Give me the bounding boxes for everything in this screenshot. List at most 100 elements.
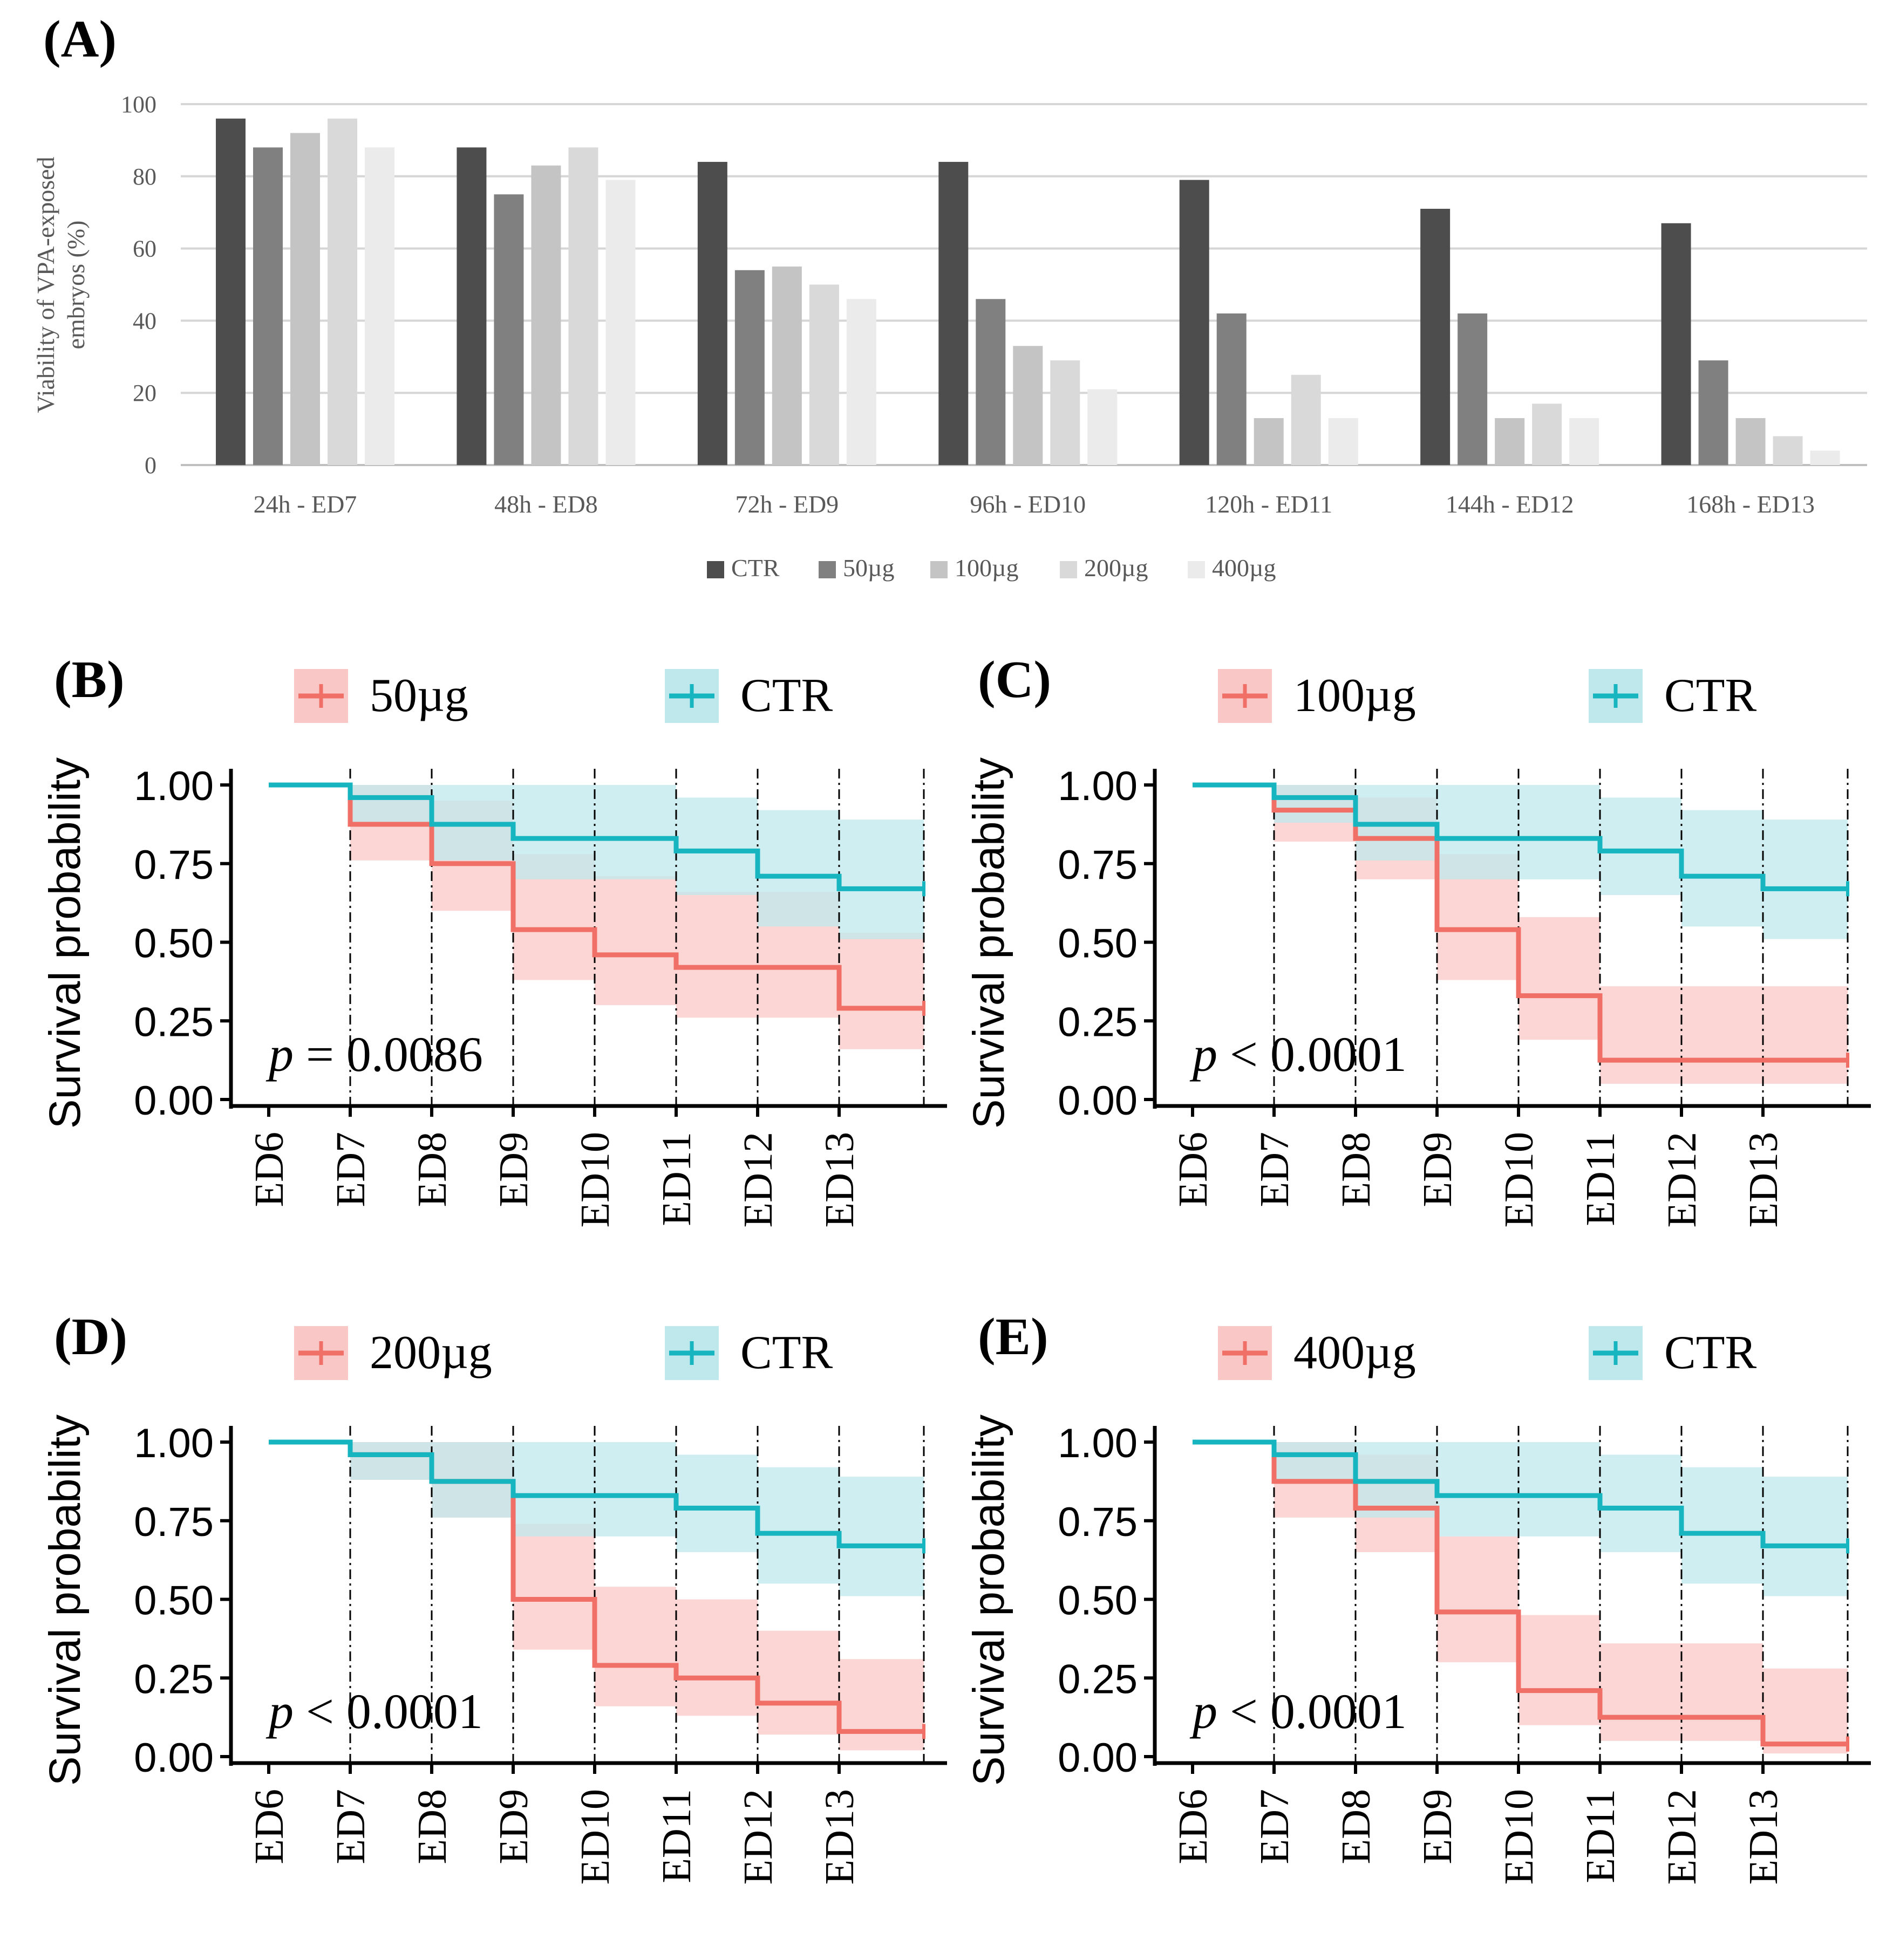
bar-CTR-96h-ED10 — [938, 162, 969, 465]
legend-label: 200µg — [370, 1327, 492, 1379]
x-tick-label: ED11 — [654, 1789, 699, 1883]
bar-50µg-72h-ED9 — [734, 270, 765, 465]
y-tick-label: 1.00 — [1058, 1421, 1138, 1466]
panel-label: (B) — [54, 651, 125, 709]
y-tick-label: 0.50 — [134, 921, 214, 967]
bar-400µg-120h-ED11 — [1328, 418, 1358, 465]
y-tick-label: 0.00 — [1058, 1735, 1138, 1781]
bar-400µg-24h-ED7 — [365, 147, 394, 465]
survival-curve-50µg — [269, 782, 924, 1011]
bar-50µg-144h-ED12 — [1458, 313, 1488, 465]
x-tick-label: ED9 — [1415, 1789, 1460, 1864]
y-tick-label: 0.75 — [134, 842, 214, 888]
bar-50µg-168h-ED13 — [1698, 360, 1728, 465]
y-tick-label: 100 — [121, 91, 156, 118]
bar-50µg-96h-ED10 — [976, 299, 1006, 465]
bar-200µg-96h-ED10 — [1050, 360, 1080, 465]
panel-a-bar-chart: (A) 0 20 40 60 80 100 Viability of VPA-exposed e… — [32, 10, 1867, 582]
bar-400µg-96h-ED10 — [1087, 389, 1118, 465]
legend-swatch-50µg — [819, 561, 836, 578]
confidence-band-200µg — [269, 1442, 924, 1751]
x-tick-label: ED7 — [1252, 1132, 1297, 1207]
x-tick-label: ED9 — [1415, 1132, 1460, 1207]
bar-100µg-96h-ED10 — [1013, 346, 1043, 465]
legend-swatch-200µg — [1060, 561, 1077, 578]
y-axis-label: Survival probability — [964, 1415, 1013, 1786]
legend-label: 400µg — [1293, 1327, 1416, 1379]
p-value-symbol: p — [1189, 1684, 1217, 1739]
x-tick-label: ED8 — [410, 1789, 455, 1864]
x-tick-label: ED10 — [1496, 1132, 1542, 1227]
bar-100µg-72h-ED9 — [772, 267, 802, 465]
y-tick-label: 0.00 — [134, 1078, 214, 1124]
x-tick-label: ED13 — [1741, 1132, 1786, 1227]
y-tick-label: 0.00 — [1058, 1078, 1138, 1124]
x-tick-label: ED7 — [328, 1789, 373, 1864]
x-tick-label: ED6 — [247, 1132, 292, 1207]
bar-400µg-72h-ED9 — [846, 299, 876, 465]
bar-50µg-24h-ED7 — [253, 147, 283, 465]
x-tick-label: 24h - ED7 — [254, 490, 357, 518]
y-tick-label: 0.50 — [134, 1578, 214, 1624]
legend-label: CTR — [1664, 670, 1756, 722]
x-tick-label: 144h - ED12 — [1446, 490, 1574, 518]
bar-400µg-48h-ED8 — [605, 180, 636, 465]
panel-c-survival-curve: (C) 100µg CTR 0.00 0.25 0.50 0.75 1.00 ED6 ED7 ED8… — [964, 651, 1871, 1227]
legend-label: 100µg — [1293, 670, 1416, 722]
x-tick-label: ED9 — [491, 1132, 536, 1207]
p-value-text: < 0.0001 — [1217, 1027, 1407, 1082]
p-value-label: p < 0.0001 — [1189, 1027, 1407, 1082]
bar-CTR-72h-ED9 — [697, 162, 727, 465]
y-axis-label: Survival probability — [964, 757, 1013, 1129]
survival-curve-CTR — [269, 782, 924, 891]
legend-swatch-CTR — [707, 561, 724, 578]
bar-CTR-24h-ED7 — [216, 118, 246, 465]
legend-label: 400µg — [1212, 554, 1276, 582]
survival-curve-400µg — [1193, 1439, 1848, 1747]
x-tick-label: 72h - ED9 — [736, 490, 839, 518]
x-tick-label: ED11 — [1578, 1789, 1623, 1883]
legend-swatch-400µg — [1188, 561, 1205, 578]
bar-CTR-168h-ED13 — [1661, 223, 1691, 465]
legend-label: 50µg — [370, 670, 468, 722]
x-tick-label: ED8 — [1333, 1789, 1379, 1864]
legend-label: 100µg — [955, 554, 1019, 582]
x-tick-label: ED11 — [654, 1132, 699, 1226]
confidence-band-400µg — [1193, 1442, 1848, 1754]
legend-label: CTR — [1664, 1327, 1756, 1379]
survival-curve-CTR — [1193, 782, 1848, 891]
bar-100µg-120h-ED11 — [1254, 418, 1284, 465]
bar-400µg-168h-ED13 — [1810, 450, 1840, 465]
y-tick-label: 0 — [145, 452, 156, 479]
y-tick-label: 20 — [133, 380, 156, 406]
x-tick-label: ED11 — [1578, 1132, 1623, 1226]
legend-swatch-100µg — [930, 561, 948, 578]
x-tick-label: ED12 — [736, 1132, 781, 1227]
legend-label: CTR — [740, 670, 833, 722]
y-tick-label: 0.00 — [134, 1735, 214, 1781]
x-tick-label: ED13 — [817, 1789, 862, 1884]
x-tick-label: ED12 — [1659, 1132, 1705, 1227]
y-tick-label: 0.25 — [1058, 1656, 1138, 1702]
panel-label: (E) — [978, 1308, 1048, 1366]
y-tick-label: 60 — [133, 236, 156, 262]
p-value-text: < 0.0001 — [1217, 1684, 1407, 1739]
p-value-symbol: p — [1189, 1027, 1217, 1082]
y-tick-label: 0.75 — [134, 1499, 214, 1545]
bar-100µg-144h-ED12 — [1495, 418, 1525, 465]
y-axis-label-line: embryos (%) — [62, 221, 90, 350]
p-value-label: p < 0.0001 — [1189, 1684, 1407, 1739]
x-tick-label: ED10 — [1496, 1789, 1542, 1884]
bar-CTR-120h-ED11 — [1179, 180, 1209, 465]
y-tick-label: 40 — [133, 308, 156, 334]
x-tick-label: ED13 — [817, 1132, 862, 1227]
y-tick-label: 0.75 — [1058, 1499, 1138, 1545]
legend-label: CTR — [731, 554, 780, 582]
x-tick-label: 120h - ED11 — [1205, 490, 1332, 518]
x-tick-label: ED8 — [1333, 1132, 1379, 1207]
x-tick-label: ED10 — [573, 1789, 618, 1884]
bar-200µg-48h-ED8 — [568, 147, 598, 465]
p-value-label: p = 0.0086 — [265, 1027, 483, 1082]
y-tick-label: 0.50 — [1058, 1578, 1138, 1624]
